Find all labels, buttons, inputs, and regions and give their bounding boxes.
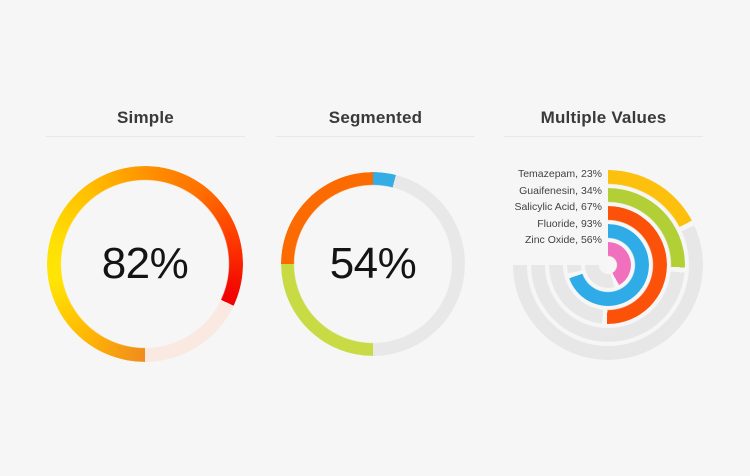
segmented-progress-ring (281, 172, 465, 356)
segmented-progress-value: 54% (329, 239, 417, 288)
panel-title-simple: Simple (117, 108, 174, 127)
simple-progress-value: 82% (101, 239, 189, 288)
title-divider (504, 136, 703, 137)
panel-title-segmented: Segmented (328, 108, 423, 127)
panel-title-multiple-values: Multiple Values (540, 108, 667, 127)
title-divider (46, 136, 245, 137)
radial-bar-chart (513, 170, 703, 360)
simple-progress-ring (47, 166, 243, 362)
ring-zinc-oxide (585, 242, 631, 288)
title-divider (276, 136, 475, 137)
